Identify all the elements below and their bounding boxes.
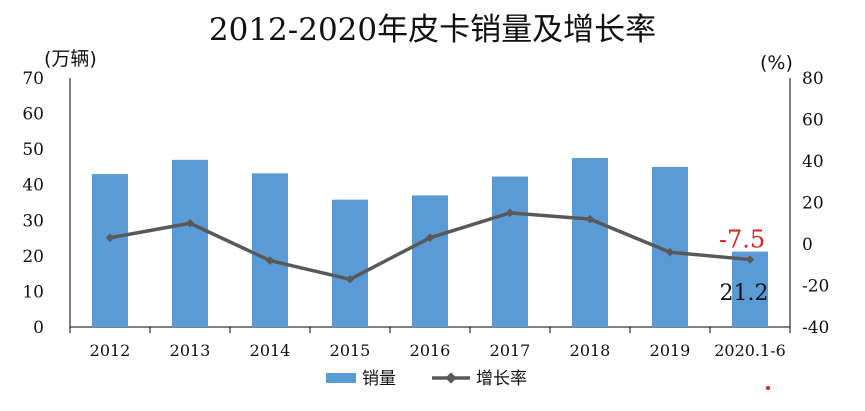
legend-label-growth: 增长率 bbox=[476, 369, 527, 389]
right-axis-unit: (%) bbox=[760, 52, 793, 74]
x-category-label: 2015 bbox=[330, 341, 371, 360]
right-y-tick-label: 0 bbox=[802, 235, 813, 255]
left-y-tick-label: 30 bbox=[22, 211, 44, 231]
bar-2016 bbox=[412, 195, 448, 327]
growth-rate-point-2020.1-6 bbox=[745, 255, 755, 264]
bar-2014 bbox=[252, 173, 288, 327]
legend-swatch-sales bbox=[326, 373, 356, 383]
bar-2018 bbox=[572, 158, 608, 327]
annotation-sales-label: 21.2 bbox=[720, 281, 769, 306]
legend-swatch-growth-marker bbox=[445, 372, 457, 384]
left-y-tick-label: 40 bbox=[22, 176, 44, 196]
growth-rate-point-2013 bbox=[185, 219, 195, 228]
right-y-tick-label: 20 bbox=[802, 194, 824, 214]
growth-rate-point-2014 bbox=[265, 256, 275, 265]
bar-2020.1-6 bbox=[732, 251, 768, 327]
right-y-tick-label: 80 bbox=[802, 69, 824, 89]
bar-2017 bbox=[492, 176, 528, 327]
x-category-label: 2018 bbox=[570, 341, 611, 360]
annotation-growth-label: -7.5 bbox=[719, 226, 765, 254]
bar-2015 bbox=[332, 199, 368, 327]
left-y-tick-label: 20 bbox=[22, 247, 44, 267]
legend-label-sales: 销量 bbox=[362, 369, 396, 389]
right-y-tick-label: -40 bbox=[802, 318, 829, 338]
growth-rate-point-2016 bbox=[425, 233, 435, 243]
right-y-tick-label: 40 bbox=[802, 152, 824, 172]
x-category-label: 2019 bbox=[650, 341, 691, 360]
x-category-label: 2014 bbox=[250, 341, 291, 360]
right-y-tick-label: 60 bbox=[802, 111, 824, 131]
left-y-tick-label: 10 bbox=[22, 282, 44, 302]
growth-rate-point-2012 bbox=[105, 233, 115, 243]
growth-rate-point-2015 bbox=[345, 275, 355, 284]
left-y-tick-label: 60 bbox=[22, 105, 44, 125]
left-y-tick-label: 70 bbox=[22, 69, 44, 89]
x-category-label: 2013 bbox=[170, 341, 211, 360]
x-category-label: 2012 bbox=[90, 341, 131, 360]
chart-title: 2012-2020年皮卡销量及增长率 bbox=[208, 12, 657, 48]
x-category-label: 2017 bbox=[490, 341, 531, 360]
left-y-tick-label: 0 bbox=[33, 318, 44, 338]
x-category-label: 2020.1-6 bbox=[714, 341, 786, 360]
bar-2013 bbox=[172, 159, 208, 327]
bar-2012 bbox=[92, 174, 128, 327]
x-category-label: 2016 bbox=[410, 341, 451, 360]
left-y-tick-label: 50 bbox=[22, 140, 44, 160]
right-y-tick-label: -20 bbox=[802, 277, 829, 297]
decorative-red-dot bbox=[766, 386, 770, 390]
left-axis-unit: (万辆) bbox=[44, 48, 97, 70]
